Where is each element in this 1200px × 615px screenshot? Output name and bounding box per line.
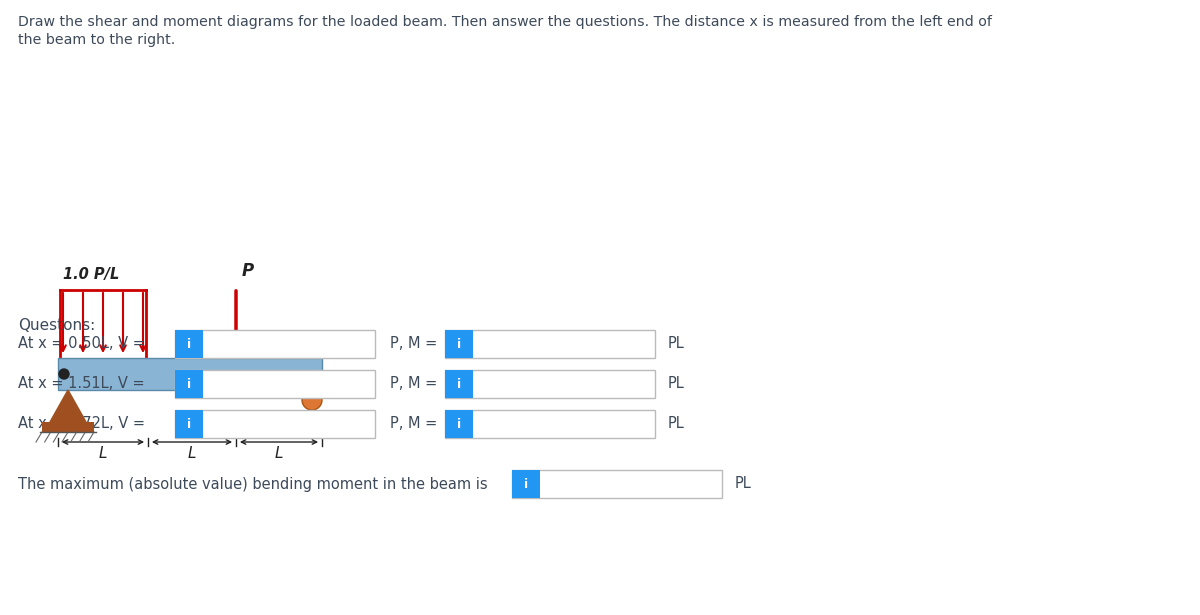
Bar [445,370,473,398]
Text: PL: PL [668,416,685,432]
Bar [175,330,203,358]
FancyBboxPatch shape [445,370,655,398]
FancyBboxPatch shape [175,370,374,398]
Bar [58,358,322,390]
Text: 1.0 P/L: 1.0 P/L [64,267,119,282]
Polygon shape [50,390,86,422]
Text: PL: PL [734,477,751,491]
Text: i: i [457,378,461,391]
Text: i: i [187,378,191,391]
FancyBboxPatch shape [175,330,374,358]
Bar [175,370,203,398]
Text: i: i [524,477,528,491]
Text: Questons:: Questons: [18,318,95,333]
Bar [445,410,473,438]
Circle shape [59,369,70,379]
Text: At x = 0.50L, V =: At x = 0.50L, V = [18,336,145,352]
Text: Draw the shear and moment diagrams for the loaded beam. Then answer the question: Draw the shear and moment diagrams for t… [18,15,992,29]
Bar [175,410,203,438]
Text: the beam to the right.: the beam to the right. [18,33,175,47]
Text: PL: PL [668,336,685,352]
Text: PL: PL [668,376,685,392]
Text: P, M =: P, M = [390,376,437,392]
Text: i: i [457,338,461,351]
Text: At x = 1.51L, V =: At x = 1.51L, V = [18,376,145,392]
Text: P, M =: P, M = [390,416,437,432]
FancyBboxPatch shape [445,330,655,358]
Bar [42,422,94,432]
Text: The maximum (absolute value) bending moment in the beam is: The maximum (absolute value) bending mom… [18,477,487,491]
Text: L: L [275,446,283,461]
Bar [512,470,540,498]
Bar [286,412,338,422]
Text: P, M =: P, M = [390,336,437,352]
Text: At x = 2.72L, V =: At x = 2.72L, V = [18,416,145,432]
FancyBboxPatch shape [512,470,722,498]
FancyBboxPatch shape [445,410,655,438]
Text: i: i [457,418,461,430]
Text: i: i [187,418,191,430]
Text: P: P [242,262,254,280]
FancyBboxPatch shape [175,410,374,438]
Circle shape [302,390,322,410]
Bar [445,330,473,358]
Text: L: L [187,446,197,461]
Text: i: i [187,338,191,351]
Text: L: L [98,446,107,461]
